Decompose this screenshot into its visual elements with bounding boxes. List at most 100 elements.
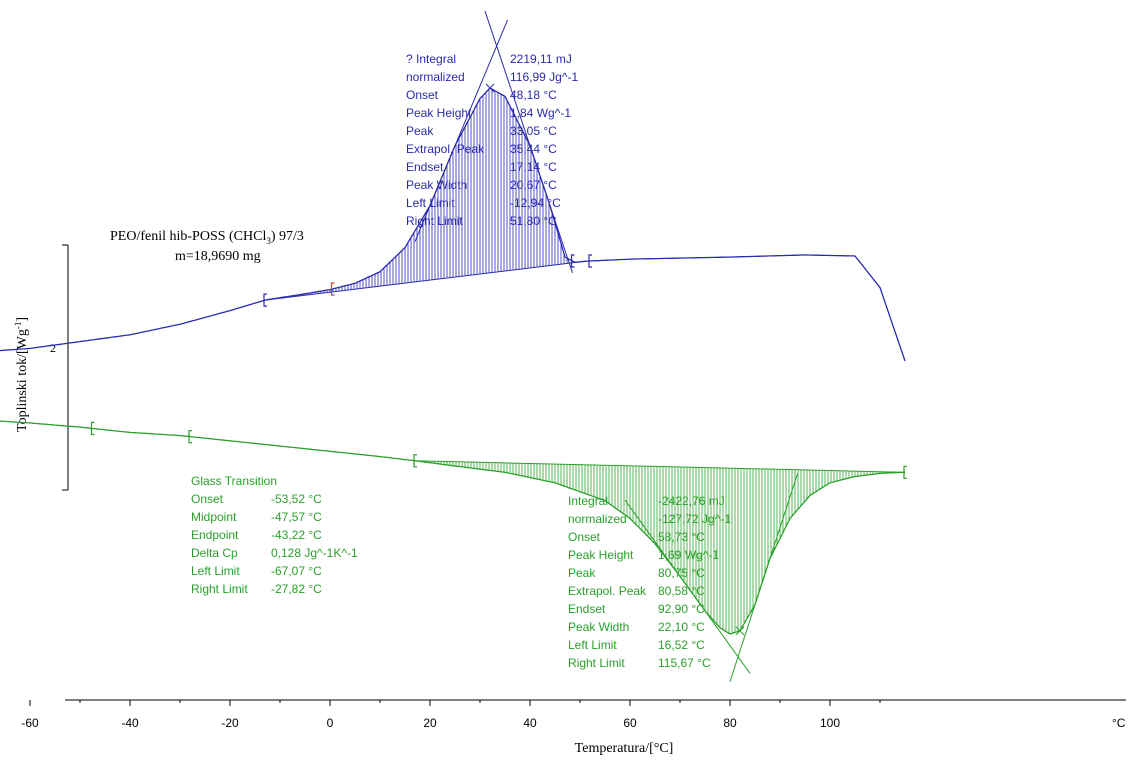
- annotation-label: Right Limit: [568, 656, 625, 670]
- annotation-title: Glass Transition: [191, 474, 277, 488]
- heating-curve: [0, 87, 906, 362]
- annotation-value: -67,07 °C: [271, 564, 322, 578]
- annotation-value: 16,52 °C: [658, 638, 705, 652]
- cooling-peak-marker: [735, 626, 745, 636]
- annotation-label: Peak Width: [568, 620, 629, 634]
- sample-title-post: ) 97/3: [271, 229, 304, 244]
- sample-title-sub: 3: [266, 236, 271, 246]
- annotation-value: 33,05 °C: [510, 124, 557, 138]
- annotation-label: Integral: [568, 494, 608, 508]
- x-tick-label: -20: [221, 716, 239, 730]
- annotation-label: Endpoint: [191, 528, 239, 542]
- heating-left-limit-marker: [263, 293, 267, 307]
- sample-title-pre: PEO/fenil hib-POSS (CHCl: [110, 229, 266, 244]
- x-tick-label: 80: [723, 716, 737, 730]
- sample-mass: m=18,9690 mg: [175, 249, 261, 264]
- annotation-label: Left Limit: [191, 564, 240, 578]
- annotation-value: 80,58 °C: [658, 584, 705, 598]
- x-tick-label: 60: [623, 716, 637, 730]
- annotation-value: -27,82 °C: [271, 582, 322, 596]
- x-tick-label: 40: [523, 716, 537, 730]
- cooling-left-limit-marker: [413, 454, 417, 468]
- annotation-value: -43,22 °C: [271, 528, 322, 542]
- annotation-value: 1,69 Wg^-1: [658, 548, 719, 562]
- annotation-value: -127,72 Jg^-1: [658, 512, 731, 526]
- annotation-value: 35,44 °C: [510, 142, 557, 156]
- annotation-label: Onset: [406, 88, 439, 102]
- annotation-label: Peak: [568, 566, 596, 580]
- x-tick-label: -40: [121, 716, 139, 730]
- annotation-value: -2422,76 mJ: [658, 494, 725, 508]
- y-scale-bar: [62, 244, 69, 491]
- annotation-value: 2219,11 mJ: [510, 52, 572, 66]
- annotation-value: -12,94 °C: [510, 196, 561, 210]
- x-axis-label: Temperatura/[°C]: [575, 741, 674, 756]
- cooling-right-limit-marker: [903, 465, 907, 479]
- x-tick-label: -60: [21, 716, 39, 730]
- annotation-value: 1,84 Wg^-1: [510, 106, 571, 120]
- annotation-label: Endset: [568, 602, 606, 616]
- y-axis-label-post: ]: [15, 317, 30, 322]
- annotation-value: -53,52 °C: [271, 492, 322, 506]
- heating-peak-marker: [485, 83, 495, 93]
- y-axis-label-pre: Toplinski tok/[Wg: [15, 329, 30, 432]
- annotation-label: Extrapol. Peak: [568, 584, 647, 598]
- annotation-label: Onset: [568, 530, 601, 544]
- heating-left-tangent: [414, 19, 508, 242]
- annotation-label: Midpoint: [191, 510, 237, 524]
- annotation-label: normalized: [568, 512, 627, 526]
- annotation-value: 17,14 °C: [510, 160, 557, 174]
- annotation-label: Peak: [406, 124, 434, 138]
- annotation-value: 116,99 Jg^-1: [510, 70, 578, 84]
- annotation-label: Endset: [406, 160, 444, 174]
- annotation-label: normalized: [406, 70, 465, 84]
- sample-title: PEO/fenil hib-POSS (CHCl3) 97/3: [110, 229, 304, 246]
- annotation-label: Extrapol. Peak: [406, 142, 485, 156]
- annotation-label: ? Integral: [406, 52, 456, 66]
- series-layer: [0, 87, 906, 635]
- annotation-label: Onset: [191, 492, 224, 506]
- heating-peak-annotation: ? Integral 2219,11 mJ normalized 116,99 Jg…: [406, 52, 578, 228]
- tangent-lines: [414, 10, 798, 682]
- annotation-label: Peak Height: [406, 106, 472, 120]
- annotation-value: 51,80 °C: [510, 214, 557, 228]
- annotation-label: Peak Height: [568, 548, 634, 562]
- annotation-label: Left Limit: [568, 638, 617, 652]
- x-tick-label: 100: [820, 716, 840, 730]
- x-tick-label: 20: [423, 716, 437, 730]
- annotation-value: 22,10 °C: [658, 620, 705, 634]
- heating-right-limit-marker: [588, 254, 592, 268]
- annotation-label: Right Limit: [191, 582, 248, 596]
- annotation-value: -47,57 °C: [271, 510, 322, 524]
- cooling-peak-annotation: Integral -2422,76 mJ normalized -127,72 Jg…: [568, 494, 731, 670]
- heating-limit-marker: [330, 282, 335, 296]
- annotation-value: 115,67 °C: [658, 656, 711, 670]
- heating-peak-hatch: [293, 89, 568, 297]
- annotation-value: 80,75 °C: [658, 566, 705, 580]
- heating-right-tangent: [484, 10, 573, 274]
- annotation-label: Right Limit: [406, 214, 463, 228]
- annotation-label: Left Limit: [406, 196, 455, 210]
- annotation-value: 0,128 Jg^-1K^-1: [271, 546, 358, 560]
- annotation-label: Peak Width: [406, 178, 467, 192]
- glass-right-limit-marker: [188, 430, 192, 444]
- y-axis-label-sup: -1: [13, 322, 23, 330]
- cooling-right-tangent: [729, 473, 798, 682]
- annotation-value: 20,67 °C: [510, 178, 557, 192]
- cooling-peak-baseline: [414, 460, 906, 473]
- limit-markers: [90, 254, 907, 479]
- glass-transition-annotation: Glass Transition Onset -53,52 °C Midpoint -4…: [191, 474, 358, 596]
- x-axis-unit-label: °C: [1112, 716, 1126, 730]
- annotation-value: 48,18 °C: [510, 88, 557, 102]
- glass-midpoint-marker: [90, 421, 95, 436]
- annotation-value: 92,90 °C: [658, 602, 705, 616]
- cooling-left-tangent: [624, 499, 751, 674]
- annotation-value: 58,73 °C: [658, 530, 705, 544]
- cooling-peak-hatch: [425, 461, 889, 634]
- heating-peak-baseline: [264, 260, 586, 301]
- y-scale-label: 2: [50, 341, 56, 355]
- x-tick-label: 0: [327, 716, 334, 730]
- heating-endset-marker: [570, 254, 575, 268]
